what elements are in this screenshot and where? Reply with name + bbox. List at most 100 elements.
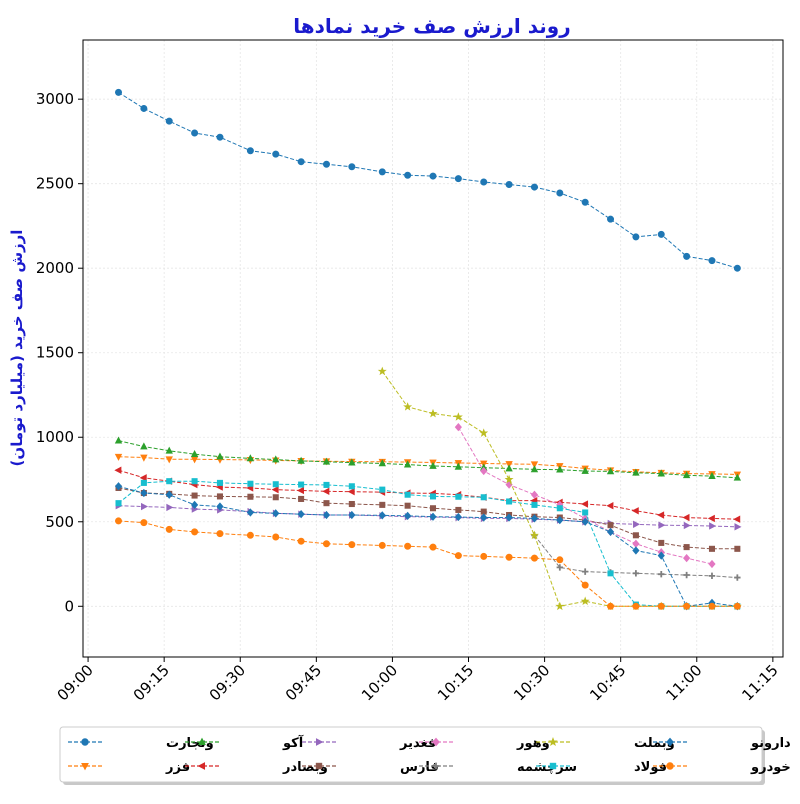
data-point <box>631 507 639 515</box>
data-point <box>581 568 589 575</box>
data-point <box>709 522 717 530</box>
data-point <box>480 466 488 476</box>
legend-item: فغدیر <box>302 736 436 751</box>
legend-item: وهور <box>419 736 550 751</box>
chart-title: روند ارزش صف خرید نمادها <box>293 14 570 38</box>
y-tick-label: 1500 <box>36 344 74 362</box>
data-point <box>606 502 614 510</box>
data-point <box>403 402 413 411</box>
data-point <box>165 446 173 454</box>
data-point <box>682 513 690 522</box>
data-point <box>165 490 173 499</box>
data-point <box>733 602 741 610</box>
data-point <box>683 252 691 260</box>
data-point <box>348 500 355 508</box>
data-point <box>165 117 173 125</box>
legend-item: فزر <box>68 760 190 775</box>
data-point <box>581 466 589 474</box>
data-point <box>632 546 640 555</box>
data-point <box>505 513 513 522</box>
data-point <box>607 602 615 610</box>
legend-label: وهور <box>516 736 550 751</box>
data-point <box>323 481 330 488</box>
y-tick-label: 0 <box>64 597 74 615</box>
data-point <box>556 556 564 564</box>
data-point <box>297 537 305 545</box>
data-point <box>556 564 564 571</box>
data-point <box>378 511 386 520</box>
data-point <box>139 474 147 482</box>
data-point <box>556 465 564 473</box>
legend-label: فولاد <box>634 760 667 775</box>
legend-label: دارونو <box>750 736 791 751</box>
data-point <box>581 198 589 206</box>
data-point <box>506 498 513 505</box>
data-point <box>530 461 539 469</box>
data-point <box>271 485 279 494</box>
data-point <box>298 481 305 488</box>
legend-marker <box>198 737 206 746</box>
data-point <box>480 494 487 501</box>
data-point <box>378 459 386 467</box>
data-point <box>165 525 173 533</box>
data-point <box>454 512 462 522</box>
data-point <box>531 501 538 508</box>
data-point <box>582 509 589 516</box>
data-point <box>297 456 305 464</box>
data-point <box>657 511 665 519</box>
legend-item: فارس <box>302 760 439 775</box>
data-point <box>657 551 665 560</box>
y-tick-label: 2000 <box>36 259 74 277</box>
legend-marker <box>666 762 674 770</box>
data-point <box>216 133 224 141</box>
data-point <box>708 559 716 569</box>
data-point <box>429 172 437 180</box>
data-point <box>404 171 412 179</box>
data-point <box>322 457 331 465</box>
data-point <box>453 412 463 421</box>
series-layer <box>114 88 742 611</box>
data-point <box>378 541 386 549</box>
data-point <box>429 512 437 521</box>
y-tick-label: 500 <box>45 513 74 531</box>
data-point <box>216 479 223 486</box>
data-point <box>530 514 539 523</box>
data-point <box>632 602 640 610</box>
data-point <box>607 570 614 577</box>
data-point <box>632 532 639 539</box>
data-point <box>322 487 330 496</box>
plot-frame <box>82 39 784 658</box>
data-point <box>272 481 279 488</box>
data-point <box>429 505 437 512</box>
data-point <box>114 453 123 461</box>
data-point <box>708 471 716 479</box>
data-point <box>480 178 488 186</box>
data-point <box>428 408 438 418</box>
data-point <box>404 491 411 498</box>
data-point <box>272 455 280 463</box>
data-point <box>530 554 538 562</box>
data-point <box>378 168 386 176</box>
data-point <box>505 464 513 472</box>
data-point <box>165 456 173 464</box>
data-point <box>733 473 742 481</box>
legend-marker <box>548 737 558 746</box>
data-point <box>607 522 614 529</box>
legend-item: خودرو <box>653 760 791 775</box>
legend-item: فولاد <box>536 760 667 775</box>
data-point <box>580 596 590 606</box>
data-point <box>683 602 691 610</box>
data-point <box>404 542 412 550</box>
data-point <box>216 493 223 500</box>
data-point <box>140 104 148 112</box>
legend-marker <box>666 737 674 747</box>
legend-marker <box>81 762 89 771</box>
data-point <box>323 500 330 507</box>
data-point <box>190 500 199 509</box>
data-point <box>454 422 462 432</box>
legend-label: فارس <box>400 760 439 775</box>
data-point <box>114 482 123 491</box>
data-point <box>191 492 198 499</box>
